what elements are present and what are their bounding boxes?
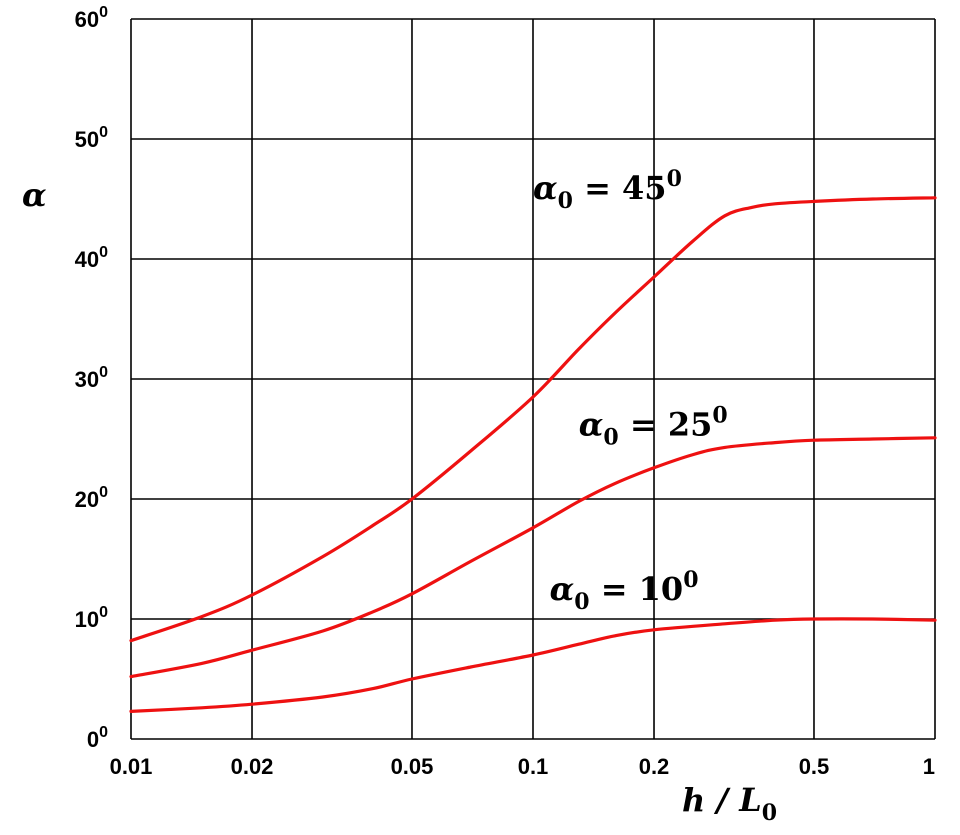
series-label-symbol: α: [579, 405, 604, 443]
y-tick-base: 60: [75, 7, 99, 32]
grid: [130, 18, 936, 740]
series-label-superscript: 0: [667, 166, 682, 192]
series-label: α0 = 450: [533, 166, 682, 214]
series-label-value: = 25: [619, 405, 713, 443]
x-tick-labels: 0.01 0.02 0.05 0.1 0.2 0.5 1: [110, 754, 935, 779]
x-tick-label: 0.02: [231, 754, 274, 779]
series-label: α0 = 250: [579, 402, 728, 450]
x-tick-label: 1: [923, 754, 935, 779]
y-tick-label: 100: [75, 604, 108, 632]
series-label-subscript: 0: [558, 188, 573, 214]
y-tick-base: 0: [87, 727, 99, 752]
y-tick-superscript: 0: [99, 244, 108, 261]
y-tick-superscript: 0: [99, 604, 108, 621]
series-label-superscript: 0: [712, 402, 727, 428]
series-label-symbol: α: [533, 169, 558, 207]
series-label-subscript: 0: [574, 589, 589, 615]
y-tick-superscript: 0: [99, 724, 108, 741]
y-tick-label: 00: [87, 724, 108, 752]
y-tick-label: 200: [75, 484, 108, 512]
series-label-superscript: 0: [683, 567, 698, 593]
series-line: [129, 196, 937, 643]
y-tick-superscript: 0: [99, 4, 108, 21]
x-tick-label: 0.2: [639, 754, 670, 779]
series-line: [129, 617, 937, 713]
series-label: α0 = 100: [550, 567, 699, 615]
x-axis-label: h / L0: [682, 781, 777, 826]
y-tick-base: 10: [75, 607, 99, 632]
series-label-subscript: 0: [603, 424, 618, 450]
y-tick-label: 500: [75, 124, 108, 152]
series-line: [129, 436, 937, 679]
y-tick-base: 20: [75, 487, 99, 512]
y-tick-label: 600: [75, 4, 108, 32]
series-group: [129, 196, 937, 713]
y-tick-base: 30: [75, 367, 99, 392]
x-tick-label: 0.1: [518, 754, 549, 779]
y-tick-base: 40: [75, 247, 99, 272]
x-tick-label: 0.01: [110, 754, 153, 779]
series-label-symbol: α: [550, 570, 575, 608]
x-label-subscript: 0: [762, 800, 777, 826]
y-axis-label: α: [22, 176, 47, 214]
x-tick-label: 0.5: [799, 754, 830, 779]
y-tick-base: 50: [75, 127, 99, 152]
y-tick-superscript: 0: [99, 364, 108, 381]
series-label-value: = 45: [573, 169, 667, 207]
x-tick-label: 0.05: [391, 754, 434, 779]
x-label-main: h / L: [682, 781, 762, 819]
series-label-value: = 10: [590, 570, 684, 608]
y-tick-label: 300: [75, 364, 108, 392]
y-tick-label: 400: [75, 244, 108, 272]
y-tick-superscript: 0: [99, 124, 108, 141]
y-tick-superscript: 0: [99, 484, 108, 501]
